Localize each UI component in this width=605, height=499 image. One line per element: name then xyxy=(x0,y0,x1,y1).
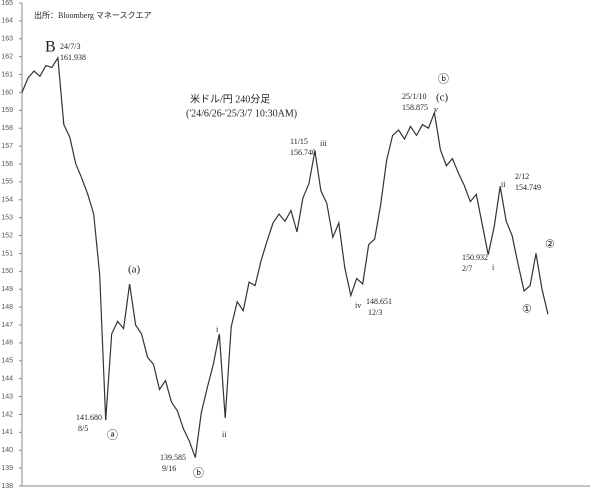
y-tick-label: 165 xyxy=(1,0,13,7)
y-tick-label: 158 xyxy=(1,125,13,132)
annotation: ② xyxy=(545,239,555,251)
annotation: ⓑ xyxy=(193,467,204,480)
price-line xyxy=(21,55,549,458)
annotation: (c) xyxy=(436,92,449,104)
annotation: iv xyxy=(355,301,361,310)
y-tick-label: 151 xyxy=(1,250,13,257)
y-tick-label: 149 xyxy=(1,286,13,293)
annotation: i xyxy=(492,263,495,272)
annotation: i xyxy=(216,325,219,334)
annotation: 161.938 xyxy=(60,53,86,62)
y-tick-label: 153 xyxy=(1,215,13,222)
y-tick-label: 142 xyxy=(1,411,13,418)
y-tick-label: 160 xyxy=(1,89,13,96)
annotation: ii xyxy=(222,430,227,439)
y-tick-label: 148 xyxy=(1,304,13,311)
y-tick-label: 140 xyxy=(1,447,13,454)
annotation: 11/15 xyxy=(290,137,308,146)
annotation: 12/3 xyxy=(368,308,382,317)
chart-title: 米ドル/円 240分足 xyxy=(190,92,270,105)
annotation: v xyxy=(434,105,438,114)
annotation: ① xyxy=(522,304,532,316)
y-tick-label: 156 xyxy=(1,161,13,168)
y-tick-label: 155 xyxy=(1,179,13,186)
y-tick-label: 143 xyxy=(1,393,13,400)
annotation: 2/12 xyxy=(515,172,529,181)
annotation: 148.651 xyxy=(366,297,392,306)
y-tick-label: 144 xyxy=(1,376,13,383)
annotation: ⓐ xyxy=(107,429,118,442)
annotation: 156.740 xyxy=(290,148,316,157)
annotation: iii xyxy=(320,139,327,148)
y-tick-label: 157 xyxy=(1,143,13,150)
y-tick-label: 145 xyxy=(1,358,13,365)
annotation: 150.932 xyxy=(462,253,488,262)
y-tick-label: 152 xyxy=(1,232,13,239)
y-tick-label: 139 xyxy=(1,465,13,472)
y-tick-label: 161 xyxy=(1,71,13,78)
annotation: 139.585 xyxy=(160,453,186,462)
annotation: 2/7 xyxy=(462,264,472,273)
annotation: B xyxy=(45,39,56,56)
annotation: 154.749 xyxy=(515,183,541,192)
annotation: 24/7/3 xyxy=(60,42,80,51)
y-tick-label: 147 xyxy=(1,322,13,329)
annotation: 141.680 xyxy=(76,413,102,422)
source: 出所：Bloomberg マネースクエア xyxy=(34,10,151,20)
y-tick-label: 154 xyxy=(1,197,13,204)
y-tick-label: 150 xyxy=(1,268,13,275)
y-tick-label: 163 xyxy=(1,36,13,43)
annotation: ⓑ xyxy=(438,73,449,86)
annotation: (a) xyxy=(128,264,141,276)
annotation: 158.875 xyxy=(402,103,428,112)
annotation: ii xyxy=(501,180,506,189)
annotation: 8/5 xyxy=(78,424,88,433)
y-tick-label: 138 xyxy=(1,483,13,490)
annotation: 9/16 xyxy=(162,464,176,473)
y-tick-label: 146 xyxy=(1,340,13,347)
y-tick-label: 162 xyxy=(1,54,13,61)
y-tick-label: 164 xyxy=(1,18,13,25)
chart-subtitle: ('24/6/26-'25/3/7 10:30AM) xyxy=(186,108,297,119)
y-tick-label: 159 xyxy=(1,107,13,114)
annotation: 25/1/10 xyxy=(402,92,426,101)
y-tick-label: 141 xyxy=(1,429,13,436)
